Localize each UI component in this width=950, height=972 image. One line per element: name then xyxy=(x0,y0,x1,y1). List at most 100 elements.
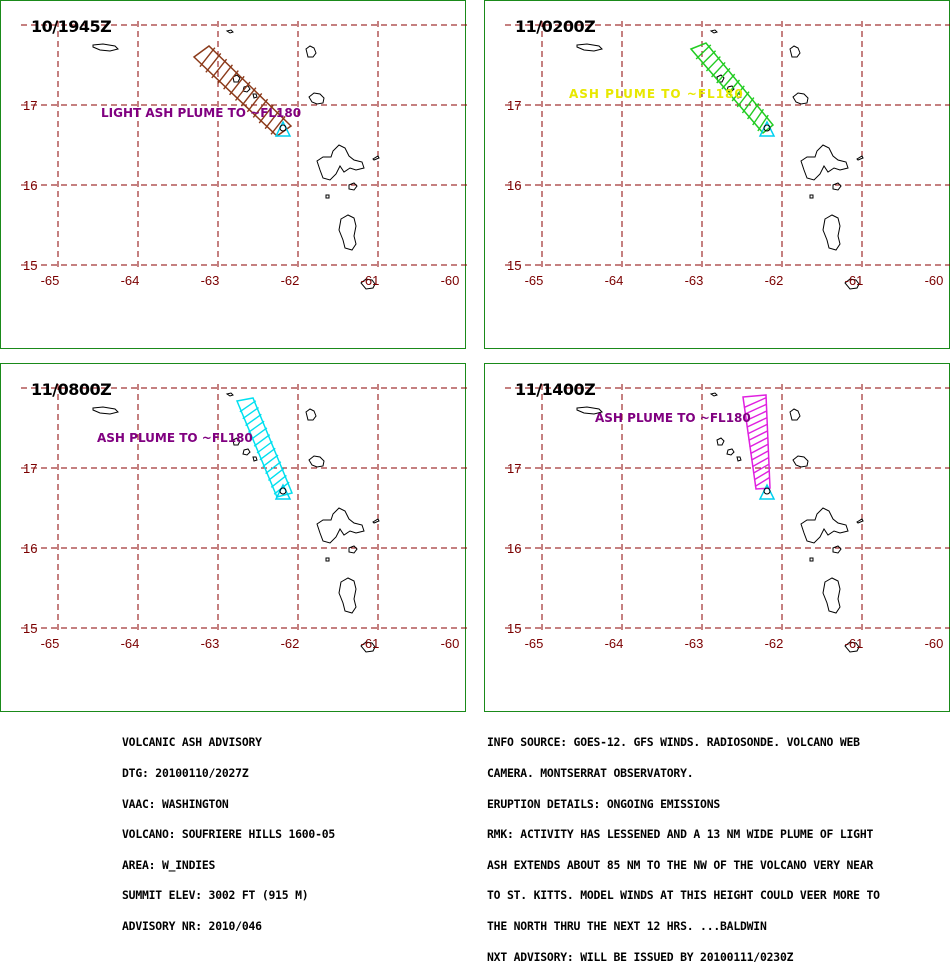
advisory-line: RMK: ACTIVITY HAS LESSENED AND A 13 NM W… xyxy=(487,827,874,842)
coastline xyxy=(709,29,718,34)
plume-hatch xyxy=(217,64,233,85)
plume-hatch xyxy=(264,110,280,130)
plume-hatch xyxy=(749,436,769,448)
plume-hatch xyxy=(253,434,271,447)
plume-hatch xyxy=(695,44,712,60)
plume-hatch xyxy=(258,104,274,124)
plume-hatch xyxy=(721,73,736,90)
plume-hatch xyxy=(716,67,731,84)
volcano-marker xyxy=(758,120,776,137)
coastline xyxy=(348,545,358,554)
volcano-marker xyxy=(758,483,776,500)
plume-hatch xyxy=(234,81,251,101)
coastline xyxy=(792,455,809,468)
map-canvas: 17 16 15 -65 -64 -63 -62 -61 -60 xyxy=(505,384,950,653)
lat-tick-label: 16 xyxy=(23,178,37,193)
lat-tick-label: 16 xyxy=(507,541,521,556)
plume-hatch xyxy=(754,476,771,488)
lon-tick-label: -64 xyxy=(121,636,140,651)
coastline xyxy=(372,518,380,524)
coastline xyxy=(709,392,718,397)
advisory-line: INFO SOURCE: GOES-12. GFS WINDS. RADIOSO… xyxy=(487,735,860,750)
advisory-line: VAAC: WASHINGTON xyxy=(122,796,229,811)
coastline xyxy=(92,43,119,52)
map-canvas: 17 16 15 -65 -64 -63 -62 -61 -60 xyxy=(505,21,950,290)
coastline xyxy=(316,507,365,544)
coastline xyxy=(325,557,330,562)
panel-time: 11/1400Z xyxy=(515,380,596,399)
coastline xyxy=(576,43,603,52)
panel-time: 11/0200Z xyxy=(515,17,596,36)
coastline xyxy=(809,557,814,562)
lon-tick-label: -62 xyxy=(281,636,300,651)
plume-hatch xyxy=(747,103,760,120)
plume-hatch xyxy=(205,52,222,73)
map-panel-1: 17 16 15 -65 -64 -63 -62 -61 -60 10/1945Z LIGHT … xyxy=(0,0,467,349)
lat-tick-label: 15 xyxy=(507,258,521,273)
coastline xyxy=(822,214,841,251)
lat-tick-label: 15 xyxy=(23,258,37,273)
lon-tick-label: -61 xyxy=(361,636,380,651)
plume-hatch xyxy=(752,108,765,126)
map-canvas: 17 16 15 -65 -64 -63 -62 -61 -60 xyxy=(21,21,467,290)
plume-hatch xyxy=(270,115,286,135)
coastline xyxy=(308,92,325,105)
volcano-point xyxy=(279,124,287,132)
map-panel-2: 17 16 15 -65 -64 -63 -62 -61 -60 11/0200Z ASH PL… xyxy=(484,0,950,349)
coastline xyxy=(305,45,317,58)
lon-tick-label: -63 xyxy=(201,636,220,651)
plume-hatch xyxy=(751,456,770,468)
plume-hatch xyxy=(242,406,259,420)
coastline xyxy=(308,455,325,468)
plume-label: ASH PLUME TO ~FL180 xyxy=(569,87,744,101)
lon-tick-label: -61 xyxy=(845,273,864,288)
advisory-line: ERUPTION DETAILS: ONGOING EMISSIONS xyxy=(487,796,721,811)
plume-hatch xyxy=(199,47,216,68)
ash-plume xyxy=(235,397,294,498)
lat-tick-label: 17 xyxy=(507,98,521,113)
coastline xyxy=(832,182,842,191)
coastline xyxy=(844,278,860,290)
advisory-line: AREA: W_INDIES xyxy=(122,857,216,872)
lat-tick-label: 15 xyxy=(507,621,521,636)
lon-tick-label: -63 xyxy=(201,273,220,288)
plume-hatch xyxy=(267,468,285,481)
plume-hatch xyxy=(256,440,273,454)
advisory-line: ADVISORY NR: 2010/046 xyxy=(122,918,262,933)
lat-tick-label: 17 xyxy=(23,461,37,476)
coastline xyxy=(800,144,849,181)
coastline xyxy=(789,45,801,58)
plume-hatch xyxy=(252,98,269,118)
advisory-right: INFO SOURCE: GOES-12. GFS WINDS. RADIOSO… xyxy=(487,717,880,972)
ash-plume xyxy=(742,394,771,490)
lon-tick-label: -65 xyxy=(525,636,544,651)
volcano-marker xyxy=(274,483,292,500)
plume-hatch xyxy=(731,85,745,102)
volcano-point xyxy=(279,487,287,495)
coastline xyxy=(576,406,603,415)
plume-hatch xyxy=(711,61,726,78)
volcano-point xyxy=(763,124,771,132)
plume-hatch xyxy=(748,430,769,442)
plume-hatch xyxy=(753,470,770,481)
coastline xyxy=(348,182,358,191)
coastline xyxy=(316,144,365,181)
plume-hatch xyxy=(745,410,768,422)
plume-hatch xyxy=(211,58,228,79)
coastline xyxy=(792,92,809,105)
volcano-point xyxy=(763,487,771,495)
lon-tick-label: -61 xyxy=(845,636,864,651)
advisory-line: THE NORTH THRU THE NEXT 12 HRS. ...BALDW… xyxy=(487,918,767,933)
lon-tick-label: -63 xyxy=(685,273,704,288)
plume-hatch xyxy=(240,87,257,107)
coastline xyxy=(305,408,317,421)
lon-tick-label: -60 xyxy=(441,273,460,288)
plume-hatch xyxy=(751,450,769,461)
map-canvas: 17 16 15 -65 -64 -63 -62 -61 -60 xyxy=(21,384,467,653)
coastline xyxy=(844,641,860,653)
coastline xyxy=(800,507,849,544)
lat-tick-label: 17 xyxy=(23,98,37,113)
coastline xyxy=(360,641,376,653)
plume-hatch xyxy=(705,56,721,72)
plume-hatch xyxy=(752,463,770,474)
